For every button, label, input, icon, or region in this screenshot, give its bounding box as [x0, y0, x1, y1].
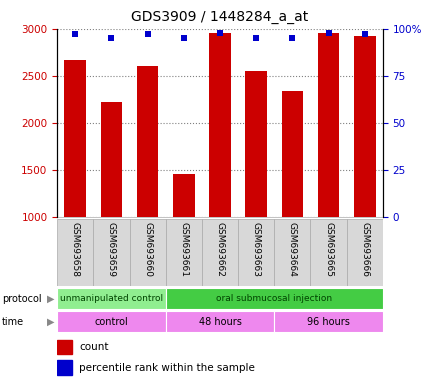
Text: GSM693664: GSM693664 [288, 222, 297, 277]
Text: GSM693659: GSM693659 [107, 222, 116, 277]
Text: GSM693665: GSM693665 [324, 222, 333, 277]
Bar [274, 219, 311, 286]
Bar [57, 340, 73, 354]
Point [180, 35, 187, 41]
Bar [166, 288, 383, 309]
Point [361, 31, 368, 38]
Bar [57, 361, 73, 375]
Bar [64, 60, 86, 217]
Point [108, 35, 115, 41]
Text: GSM693661: GSM693661 [180, 222, 188, 277]
Text: 96 hours: 96 hours [307, 316, 350, 327]
Text: GSM693666: GSM693666 [360, 222, 369, 277]
Point [289, 35, 296, 41]
Point [216, 30, 224, 36]
Text: GSM693658: GSM693658 [71, 222, 80, 277]
Text: protocol: protocol [2, 293, 42, 304]
Text: GDS3909 / 1448284_a_at: GDS3909 / 1448284_a_at [132, 10, 308, 23]
Text: GSM693663: GSM693663 [252, 222, 260, 277]
Bar [311, 219, 347, 286]
Bar [57, 288, 166, 309]
Text: percentile rank within the sample: percentile rank within the sample [79, 362, 255, 373]
Bar [202, 219, 238, 286]
Text: GSM693660: GSM693660 [143, 222, 152, 277]
Text: 48 hours: 48 hours [198, 316, 242, 327]
Bar [166, 219, 202, 286]
Bar [354, 36, 376, 217]
Bar [274, 311, 383, 332]
Point [144, 31, 151, 38]
Bar [238, 219, 274, 286]
Bar [347, 219, 383, 286]
Bar [57, 311, 166, 332]
Text: unmanipulated control: unmanipulated control [60, 294, 163, 303]
Text: ▶: ▶ [47, 316, 55, 327]
Text: time: time [2, 316, 24, 327]
Text: oral submucosal injection: oral submucosal injection [216, 294, 332, 303]
Bar [282, 91, 303, 217]
Text: ▶: ▶ [47, 293, 55, 304]
Bar [101, 102, 122, 217]
Bar [129, 219, 166, 286]
Text: count: count [79, 342, 109, 352]
Bar [209, 33, 231, 217]
Text: control: control [95, 316, 128, 327]
Text: GSM693662: GSM693662 [216, 222, 224, 277]
Point [72, 31, 79, 38]
Bar [173, 174, 194, 217]
Bar [137, 66, 158, 217]
Point [325, 30, 332, 36]
Bar [93, 219, 129, 286]
Bar [246, 71, 267, 217]
Point [253, 35, 260, 41]
Bar [57, 219, 93, 286]
Bar [166, 311, 274, 332]
Bar [318, 33, 339, 217]
